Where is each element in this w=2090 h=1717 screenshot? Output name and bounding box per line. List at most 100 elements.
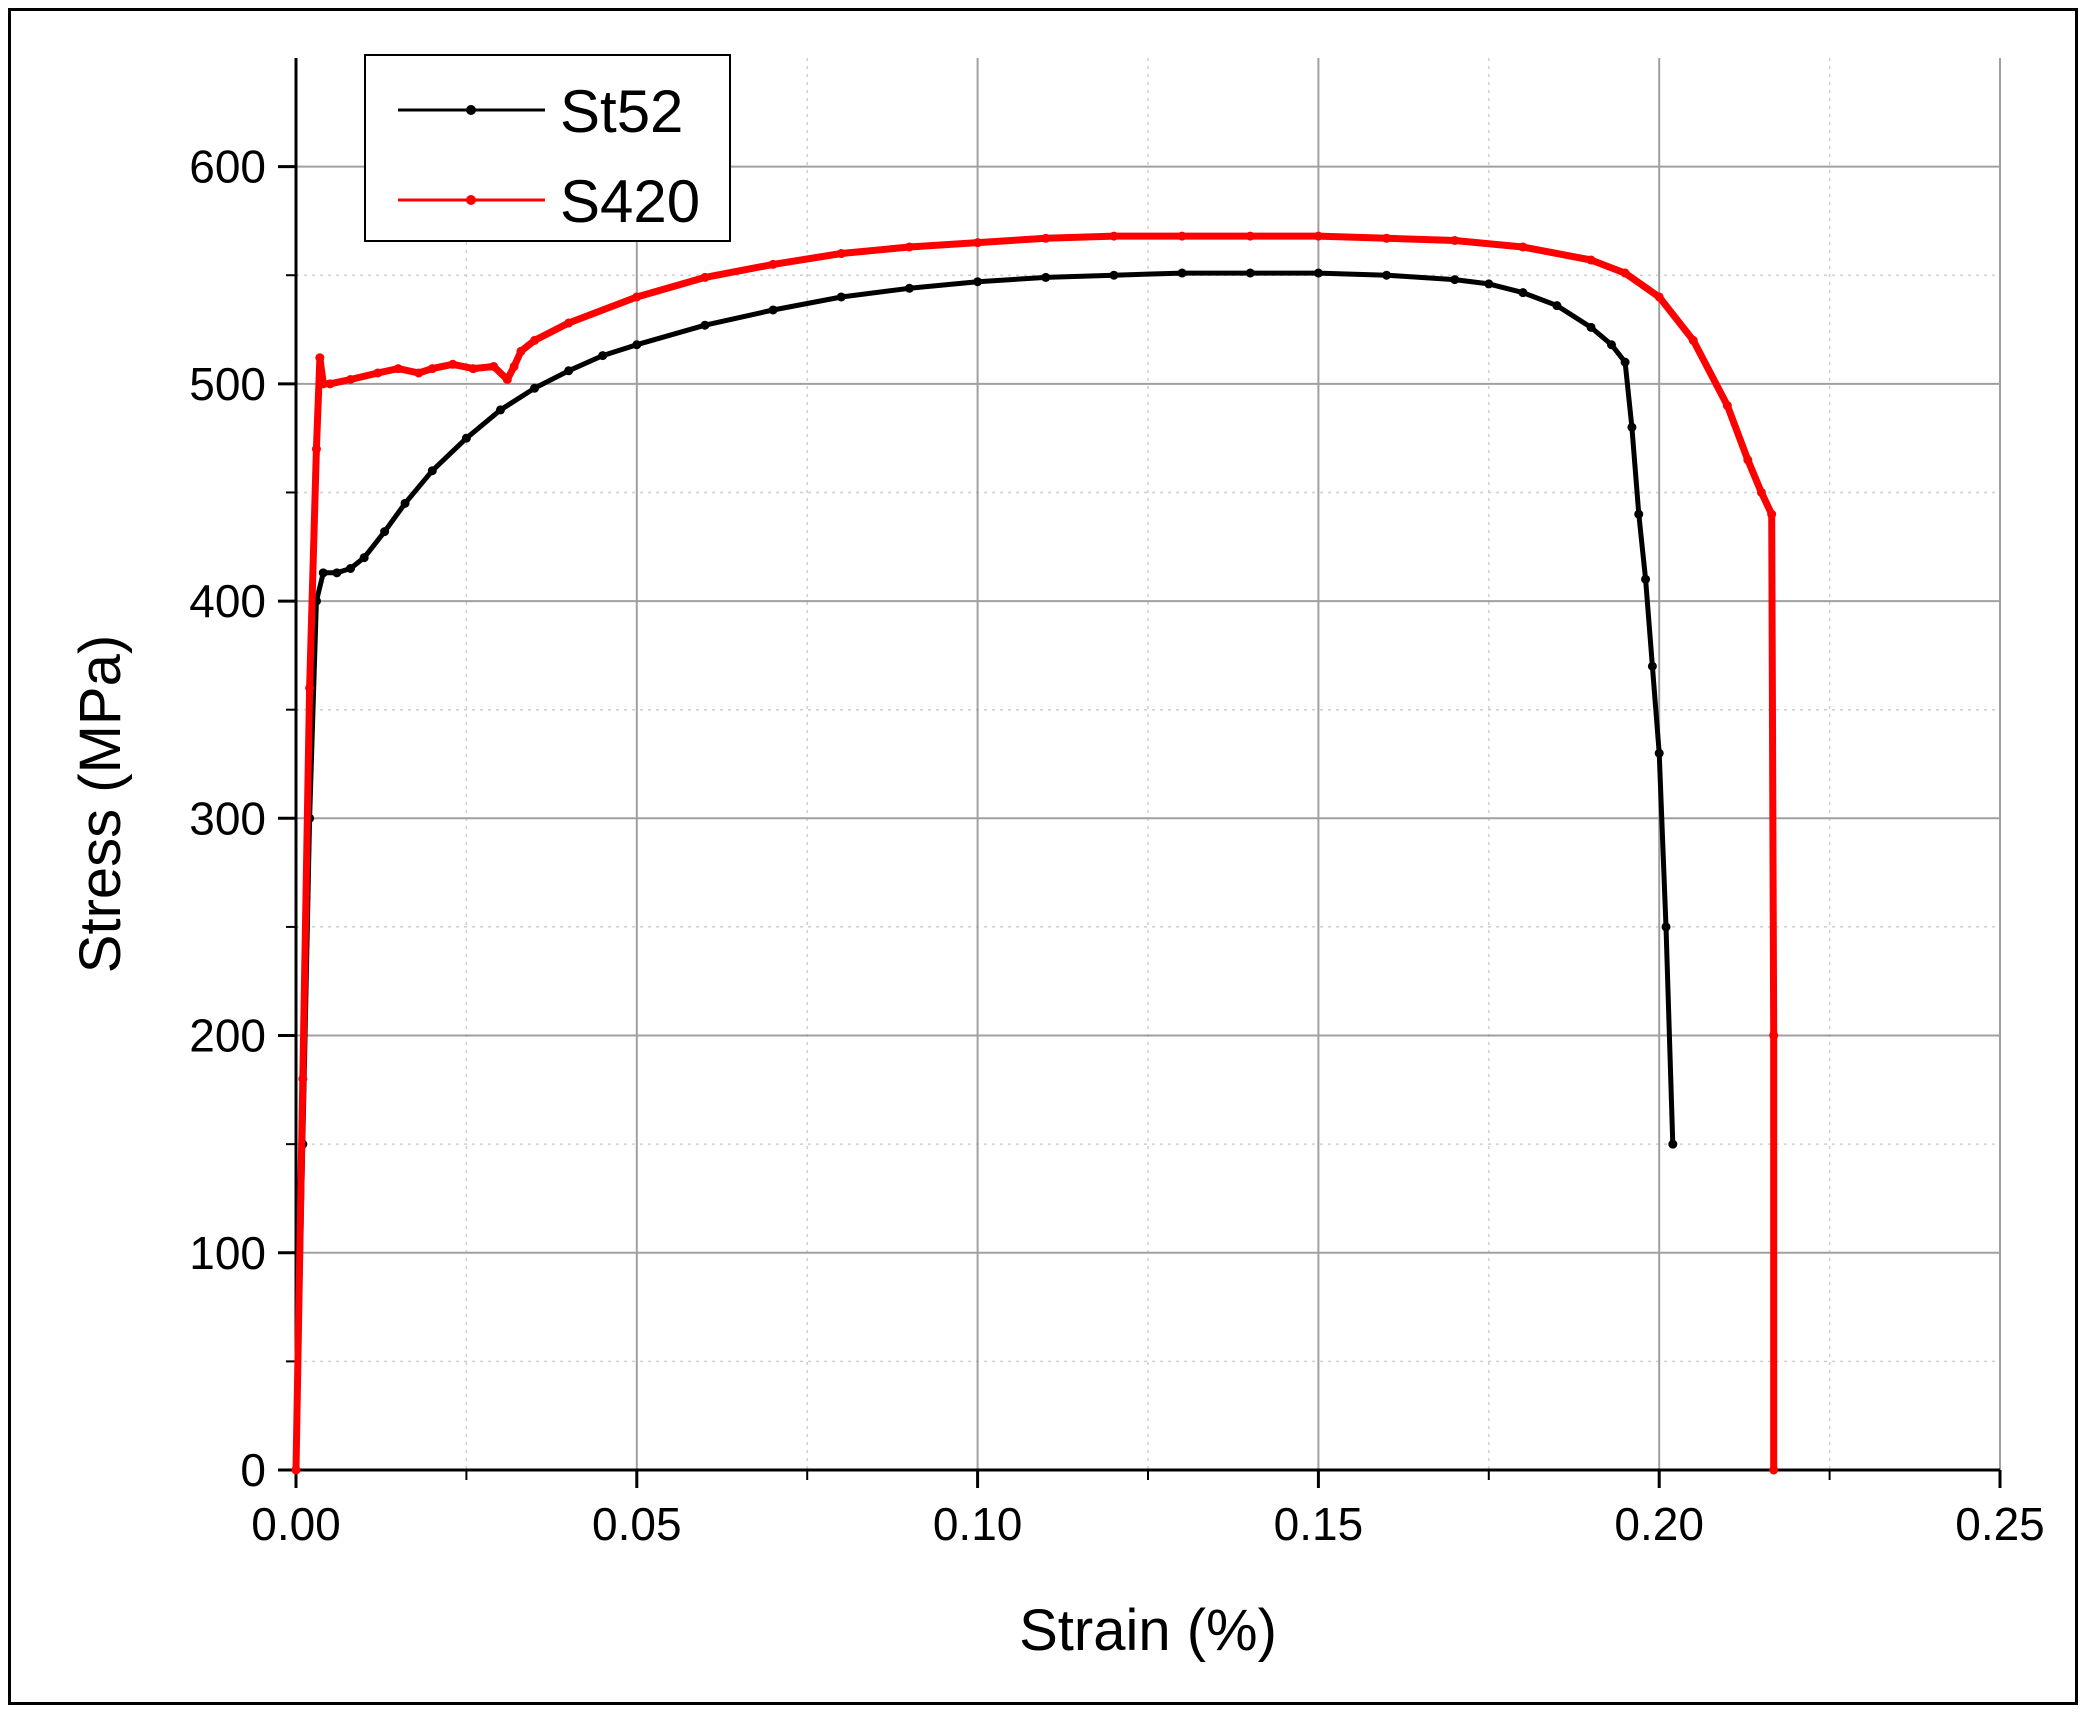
data-point-s420 (1177, 231, 1187, 241)
data-point-st52 (1177, 268, 1187, 278)
x-tick-label: 0.15 (1274, 1498, 1364, 1550)
x-tick-label: 0.05 (592, 1498, 682, 1550)
y-tick-label: 500 (189, 358, 266, 410)
data-point-st52 (495, 405, 505, 415)
plot-series (291, 231, 1779, 1475)
legend-box (364, 54, 731, 242)
data-point-st52 (836, 292, 846, 302)
y-tick-label: 0 (240, 1444, 266, 1496)
data-point-s420 (448, 359, 458, 369)
data-point-st52 (1641, 574, 1651, 584)
data-point-s420 (1518, 242, 1528, 252)
data-point-st52 (1382, 270, 1392, 280)
legend-marker-s420 (466, 195, 476, 205)
data-point-s420 (318, 379, 328, 389)
data-point-s420 (1654, 292, 1664, 302)
data-point-s420 (1313, 231, 1323, 241)
data-point-st52 (1518, 288, 1528, 298)
legend-label-st52: St52 (560, 78, 683, 145)
data-point-st52 (1668, 1139, 1678, 1149)
data-point-s420 (1743, 455, 1753, 465)
series-line-s420 (292, 232, 1778, 1474)
data-point-s420 (1769, 1465, 1779, 1475)
data-point-st52 (1552, 301, 1562, 311)
data-point-s420 (973, 238, 983, 248)
data-point-st52 (1654, 748, 1664, 758)
grid (296, 58, 2001, 1470)
x-tick-label: 0.20 (1614, 1498, 1704, 1550)
figure-frame (8, 8, 2078, 1705)
data-point-s420 (530, 335, 540, 345)
y-axis-title: Stress (MPa) (68, 635, 133, 973)
data-point-st52 (973, 277, 983, 287)
data-point-s420 (700, 272, 710, 282)
data-point-s420 (468, 364, 478, 374)
data-point-s420 (768, 259, 778, 269)
data-point-st52 (461, 433, 471, 443)
data-point-s420 (1586, 255, 1596, 265)
data-point-s420 (632, 292, 642, 302)
data-point-st52 (1620, 357, 1630, 367)
data-point-st52 (1484, 279, 1494, 289)
data-point-s420 (1722, 401, 1732, 411)
data-point-st52 (380, 527, 390, 537)
y-tick-label: 300 (189, 792, 266, 844)
x-tick-label: 0.00 (251, 1498, 341, 1550)
data-point-st52 (400, 498, 410, 508)
data-point-s420 (315, 353, 325, 363)
ticks: 0.00 0.05 0.10 0.15 0.20 0.25 0 100 200 300 400 500… (189, 141, 2045, 1550)
legend-marker-st52 (466, 105, 476, 115)
data-point-s420 (904, 242, 914, 252)
data-point-s420 (373, 368, 383, 378)
data-point-s420 (509, 361, 519, 371)
data-point-st52 (1606, 340, 1616, 350)
data-point-s420 (1041, 233, 1051, 243)
data-point-st52 (1661, 922, 1671, 932)
y-tick-label: 600 (189, 141, 266, 193)
data-point-st52 (1109, 270, 1119, 280)
data-point-st52 (318, 568, 328, 578)
x-tick-label: 0.10 (933, 1498, 1023, 1550)
data-point-s420 (414, 368, 424, 378)
data-point-s420 (346, 375, 356, 385)
data-point-st52 (346, 563, 356, 573)
data-point-s420 (502, 375, 512, 385)
y-tick-label: 200 (189, 1010, 266, 1062)
data-point-s420 (1109, 231, 1119, 241)
data-point-st52 (632, 340, 642, 350)
x-tick-label: 0.25 (1955, 1498, 2045, 1550)
y-tick-label: 100 (189, 1227, 266, 1279)
data-point-s420 (427, 364, 437, 374)
y-tick-label: 400 (189, 575, 266, 627)
data-point-st52 (1586, 322, 1596, 332)
data-point-s420 (311, 444, 321, 454)
data-point-st52 (359, 553, 369, 563)
data-point-st52 (530, 383, 540, 393)
data-point-s420 (1756, 487, 1766, 497)
data-point-s420 (305, 683, 315, 693)
data-point-s420 (1382, 233, 1392, 243)
data-point-st52 (332, 568, 342, 578)
data-point-s420 (1767, 509, 1777, 519)
data-point-s420 (1245, 231, 1255, 241)
data-point-st52 (700, 320, 710, 330)
data-point-st52 (564, 366, 574, 376)
data-point-s420 (1450, 235, 1460, 245)
data-point-s420 (1688, 335, 1698, 345)
data-point-s420 (1620, 268, 1630, 278)
data-point-st52 (1627, 422, 1637, 432)
data-point-s420 (836, 249, 846, 259)
data-point-st52 (1450, 275, 1460, 285)
data-point-st52 (904, 283, 914, 293)
data-point-s420 (325, 379, 335, 389)
data-point-st52 (1245, 268, 1255, 278)
data-point-st52 (1313, 268, 1323, 278)
series-line-st52 (293, 270, 1676, 1473)
data-point-st52 (768, 305, 778, 315)
data-point-s420 (564, 318, 574, 328)
data-point-s420 (1769, 1031, 1779, 1041)
data-point-s420 (298, 1074, 308, 1084)
data-point-s420 (393, 364, 403, 374)
data-point-st52 (1647, 661, 1657, 671)
